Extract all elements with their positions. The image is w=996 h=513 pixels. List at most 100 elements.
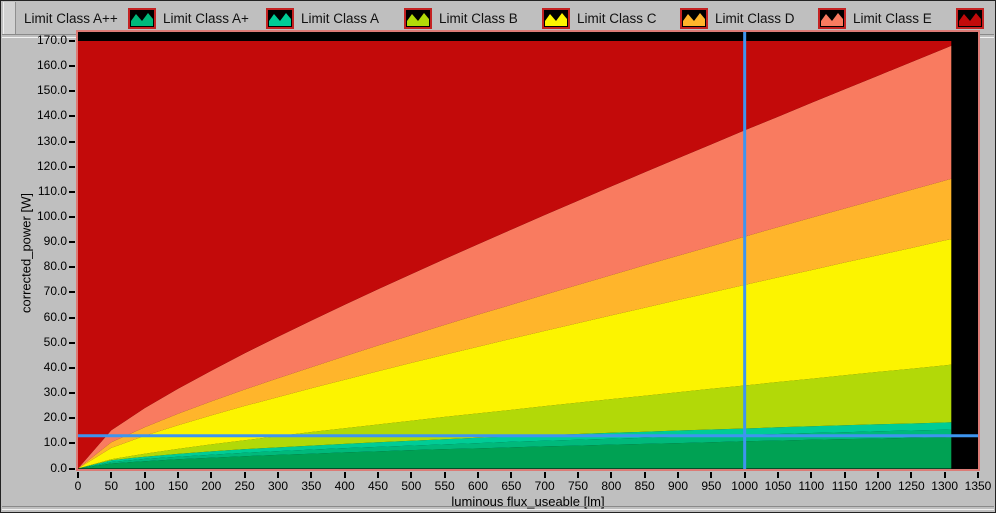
x-tick-label: 0 (74, 479, 82, 493)
y-tick-label: 120.0 (36, 158, 67, 173)
y-tick-mark (69, 190, 75, 193)
legend-left-edge (3, 2, 16, 34)
y-tick-mark (69, 366, 75, 369)
x-tick-label: 650 (501, 479, 522, 493)
x-tick-label: 250 (234, 479, 255, 493)
x-tick-label: 600 (467, 479, 489, 493)
x-tick-mark (743, 472, 746, 478)
legend-item-limit-class-b[interactable]: Limit Class B (404, 2, 518, 34)
y-tick-label: 100.0 (36, 209, 67, 224)
x-tick-mark (643, 472, 646, 478)
y-tick-label: 170.0 (36, 33, 67, 47)
legend-item-label: Limit Class D (715, 10, 795, 26)
x-tick-label: 500 (401, 479, 422, 493)
x-tick-mark (477, 472, 479, 478)
y-tick-mark (69, 90, 75, 93)
x-tick-mark (843, 472, 846, 478)
y-tick-label: 10.0 (43, 435, 67, 450)
x-tick-mark (910, 472, 913, 478)
limit-class-chart[interactable] (78, 32, 978, 469)
x-tick-mark (210, 472, 213, 478)
y-tick-label: 80.0 (43, 259, 67, 274)
x-tick-label: 550 (434, 479, 455, 493)
x-tick-label: 450 (367, 479, 389, 493)
x-tick-mark (943, 472, 946, 478)
x-tick-mark (277, 472, 279, 478)
legend-item-label: Limit Class C (577, 10, 657, 26)
x-axis-title: luminous flux_useable [lm] (451, 494, 605, 509)
y-tick-mark (69, 392, 75, 395)
plot-glyph-wave (683, 12, 705, 26)
region-limit-class-aplus (78, 429, 952, 469)
x-tick-mark (177, 472, 179, 478)
region-limit-class-e (78, 45, 952, 469)
legend-item-limit-class-aplusplus[interactable]: Limit Class A++ (24, 2, 118, 34)
y-tick-mark (69, 266, 75, 269)
y-tick-label: 130.0 (36, 133, 67, 148)
x-tick-label: 300 (267, 479, 289, 493)
y-tick-label: 160.0 (36, 58, 67, 73)
y-tick-label: 90.0 (43, 234, 67, 249)
x-tick-label: 1100 (798, 479, 825, 493)
legend-item-limit-class-e[interactable]: Limit Class E (818, 2, 932, 34)
x-tick-mark (243, 472, 246, 478)
y-tick-mark (69, 442, 75, 445)
x-tick-mark (143, 472, 146, 478)
x-tick-label: 1200 (864, 479, 892, 493)
plot-legend: Limit Class A++ Limit Class A+ Limit Class… (2, 2, 994, 34)
y-tick-mark (69, 140, 75, 143)
legend-item-limit-class-c[interactable]: Limit Class C (542, 2, 657, 34)
y-tick-mark (69, 467, 75, 470)
x-tick-mark (410, 472, 413, 478)
legend-item-label: Limit Class B (439, 10, 518, 26)
plot-glyph-icon[interactable] (818, 7, 846, 29)
x-tick-mark (577, 472, 579, 478)
y-tick-mark (69, 417, 75, 420)
legend-item-label: Limit Class A++ (24, 10, 118, 26)
region-worse-than-limit-class-e (78, 41, 952, 469)
plot-glyph-icon[interactable] (128, 7, 156, 29)
x-tick-mark (777, 472, 779, 478)
region-limit-class-d (78, 178, 952, 469)
y-tick-label: 60.0 (43, 309, 67, 324)
x-tick-mark (310, 472, 313, 478)
plot-glyph-icon[interactable] (542, 7, 570, 29)
x-tick-mark (543, 472, 546, 478)
x-tick-label: 1000 (731, 479, 758, 493)
x-tick-label: 200 (201, 479, 222, 493)
x-tick-label: 150 (167, 479, 189, 493)
region-limit-class-a (78, 422, 952, 469)
x-tick-label: 50 (104, 479, 118, 493)
x-tick-label: 100 (134, 479, 155, 493)
x-tick-label: 750 (567, 479, 589, 493)
legend-item-label: Limit Class A+ (163, 10, 249, 26)
plot-glyph-icon[interactable] (404, 7, 432, 29)
plot-glyph-wave (269, 12, 291, 26)
plot-area[interactable] (76, 30, 980, 471)
y-tick-mark (69, 241, 75, 244)
y-tick-label: 0.0 (50, 460, 67, 475)
plot-glyph-wave (821, 12, 843, 26)
x-tick-label: 1250 (897, 479, 925, 493)
plot-glyph-wave (407, 12, 429, 26)
x-tick-mark (110, 472, 113, 478)
y-tick-label: 50.0 (43, 334, 67, 349)
region-limit-class-b (78, 364, 952, 469)
region-limit-class-aplusplus (78, 436, 952, 469)
plot-glyph-icon[interactable] (956, 7, 984, 29)
y-tick-mark (69, 165, 75, 168)
y-tick-label: 20.0 (43, 410, 67, 425)
plot-glyph-icon[interactable] (680, 7, 708, 29)
x-tick-mark (443, 472, 446, 478)
y-tick-mark (69, 115, 75, 118)
y-tick-mark (69, 316, 75, 319)
legend-item-extra[interactable] (956, 2, 984, 34)
x-tick-mark (977, 472, 979, 478)
legend-item-limit-class-aplus[interactable]: Limit Class A+ (128, 2, 249, 34)
plot-glyph-icon[interactable] (266, 7, 294, 29)
legend-item-label: Limit Class E (853, 10, 932, 26)
x-tick-mark (610, 472, 613, 478)
legend-item-limit-class-d[interactable]: Limit Class D (680, 2, 795, 34)
legend-item-limit-class-a[interactable]: Limit Class A (266, 2, 379, 34)
